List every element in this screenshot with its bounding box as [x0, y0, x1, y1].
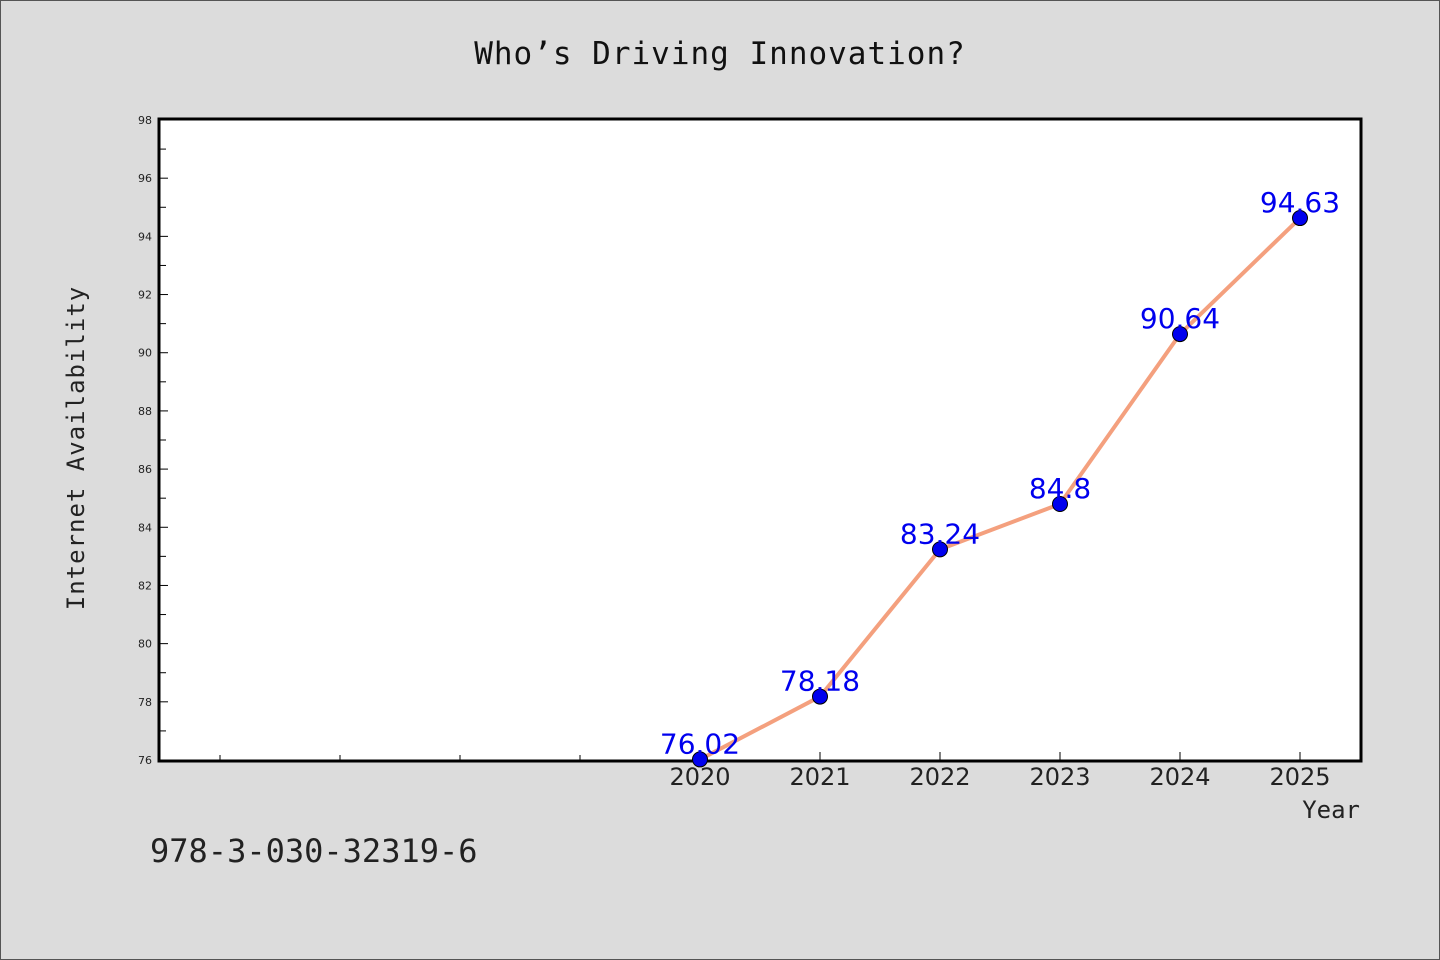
- y-tick-label: 94: [138, 230, 152, 243]
- x-axis-label: Year: [1302, 796, 1360, 824]
- y-tick-label: 96: [138, 172, 152, 185]
- x-tick-label: 2022: [909, 763, 970, 791]
- isbn-text: 978-3-030-32319-6: [150, 832, 478, 870]
- x-tick-label: 2025: [1269, 763, 1330, 791]
- x-tick-label: 2020: [669, 763, 730, 791]
- x-tick-label: 2023: [1029, 763, 1090, 791]
- x-tick-label: 2024: [1149, 763, 1210, 791]
- data-point: [1292, 210, 1308, 227]
- data-label: 90.64: [1140, 302, 1220, 335]
- x-axis-ticks: 2020 2021 2022 2023 2024 2025: [219, 752, 1331, 791]
- x-tick-label: 2021: [789, 763, 850, 791]
- data-point: [1172, 326, 1188, 343]
- data-label: 76.02: [660, 727, 740, 760]
- y-tick-label: 88: [138, 405, 152, 418]
- y-tick-label: 84: [138, 521, 152, 534]
- y-tick-label: 98: [138, 114, 152, 127]
- data-point: [692, 751, 708, 768]
- plot-area: [157, 117, 1363, 763]
- data-point: [1052, 496, 1068, 512]
- y-tick-label: 90: [138, 347, 152, 360]
- series: [692, 210, 1308, 768]
- data-label: 84.8: [1029, 472, 1091, 505]
- y-tick-label: 80: [138, 638, 152, 651]
- y-tick-label: 82: [138, 579, 152, 592]
- y-axis-ticks: 76 78 80 82 84 86 88 90 92 94 96 98: [138, 114, 168, 767]
- data-point: [932, 541, 948, 558]
- data-label: 83.24: [900, 517, 980, 550]
- data-point: [812, 688, 828, 705]
- y-tick-label: 76: [138, 754, 152, 767]
- y-tick-label: 78: [138, 696, 152, 709]
- y-tick-label: 86: [138, 463, 152, 476]
- series-line: [699, 216, 1302, 762]
- data-label: 94.63: [1260, 186, 1340, 219]
- y-tick-label: 92: [138, 289, 152, 302]
- data-labels: 76.02 78.18 83.24 84.8 90.64 94.63: [660, 186, 1340, 760]
- chart-title: Who’s Driving Innovation?: [474, 36, 966, 72]
- data-label: 78.18: [780, 665, 860, 698]
